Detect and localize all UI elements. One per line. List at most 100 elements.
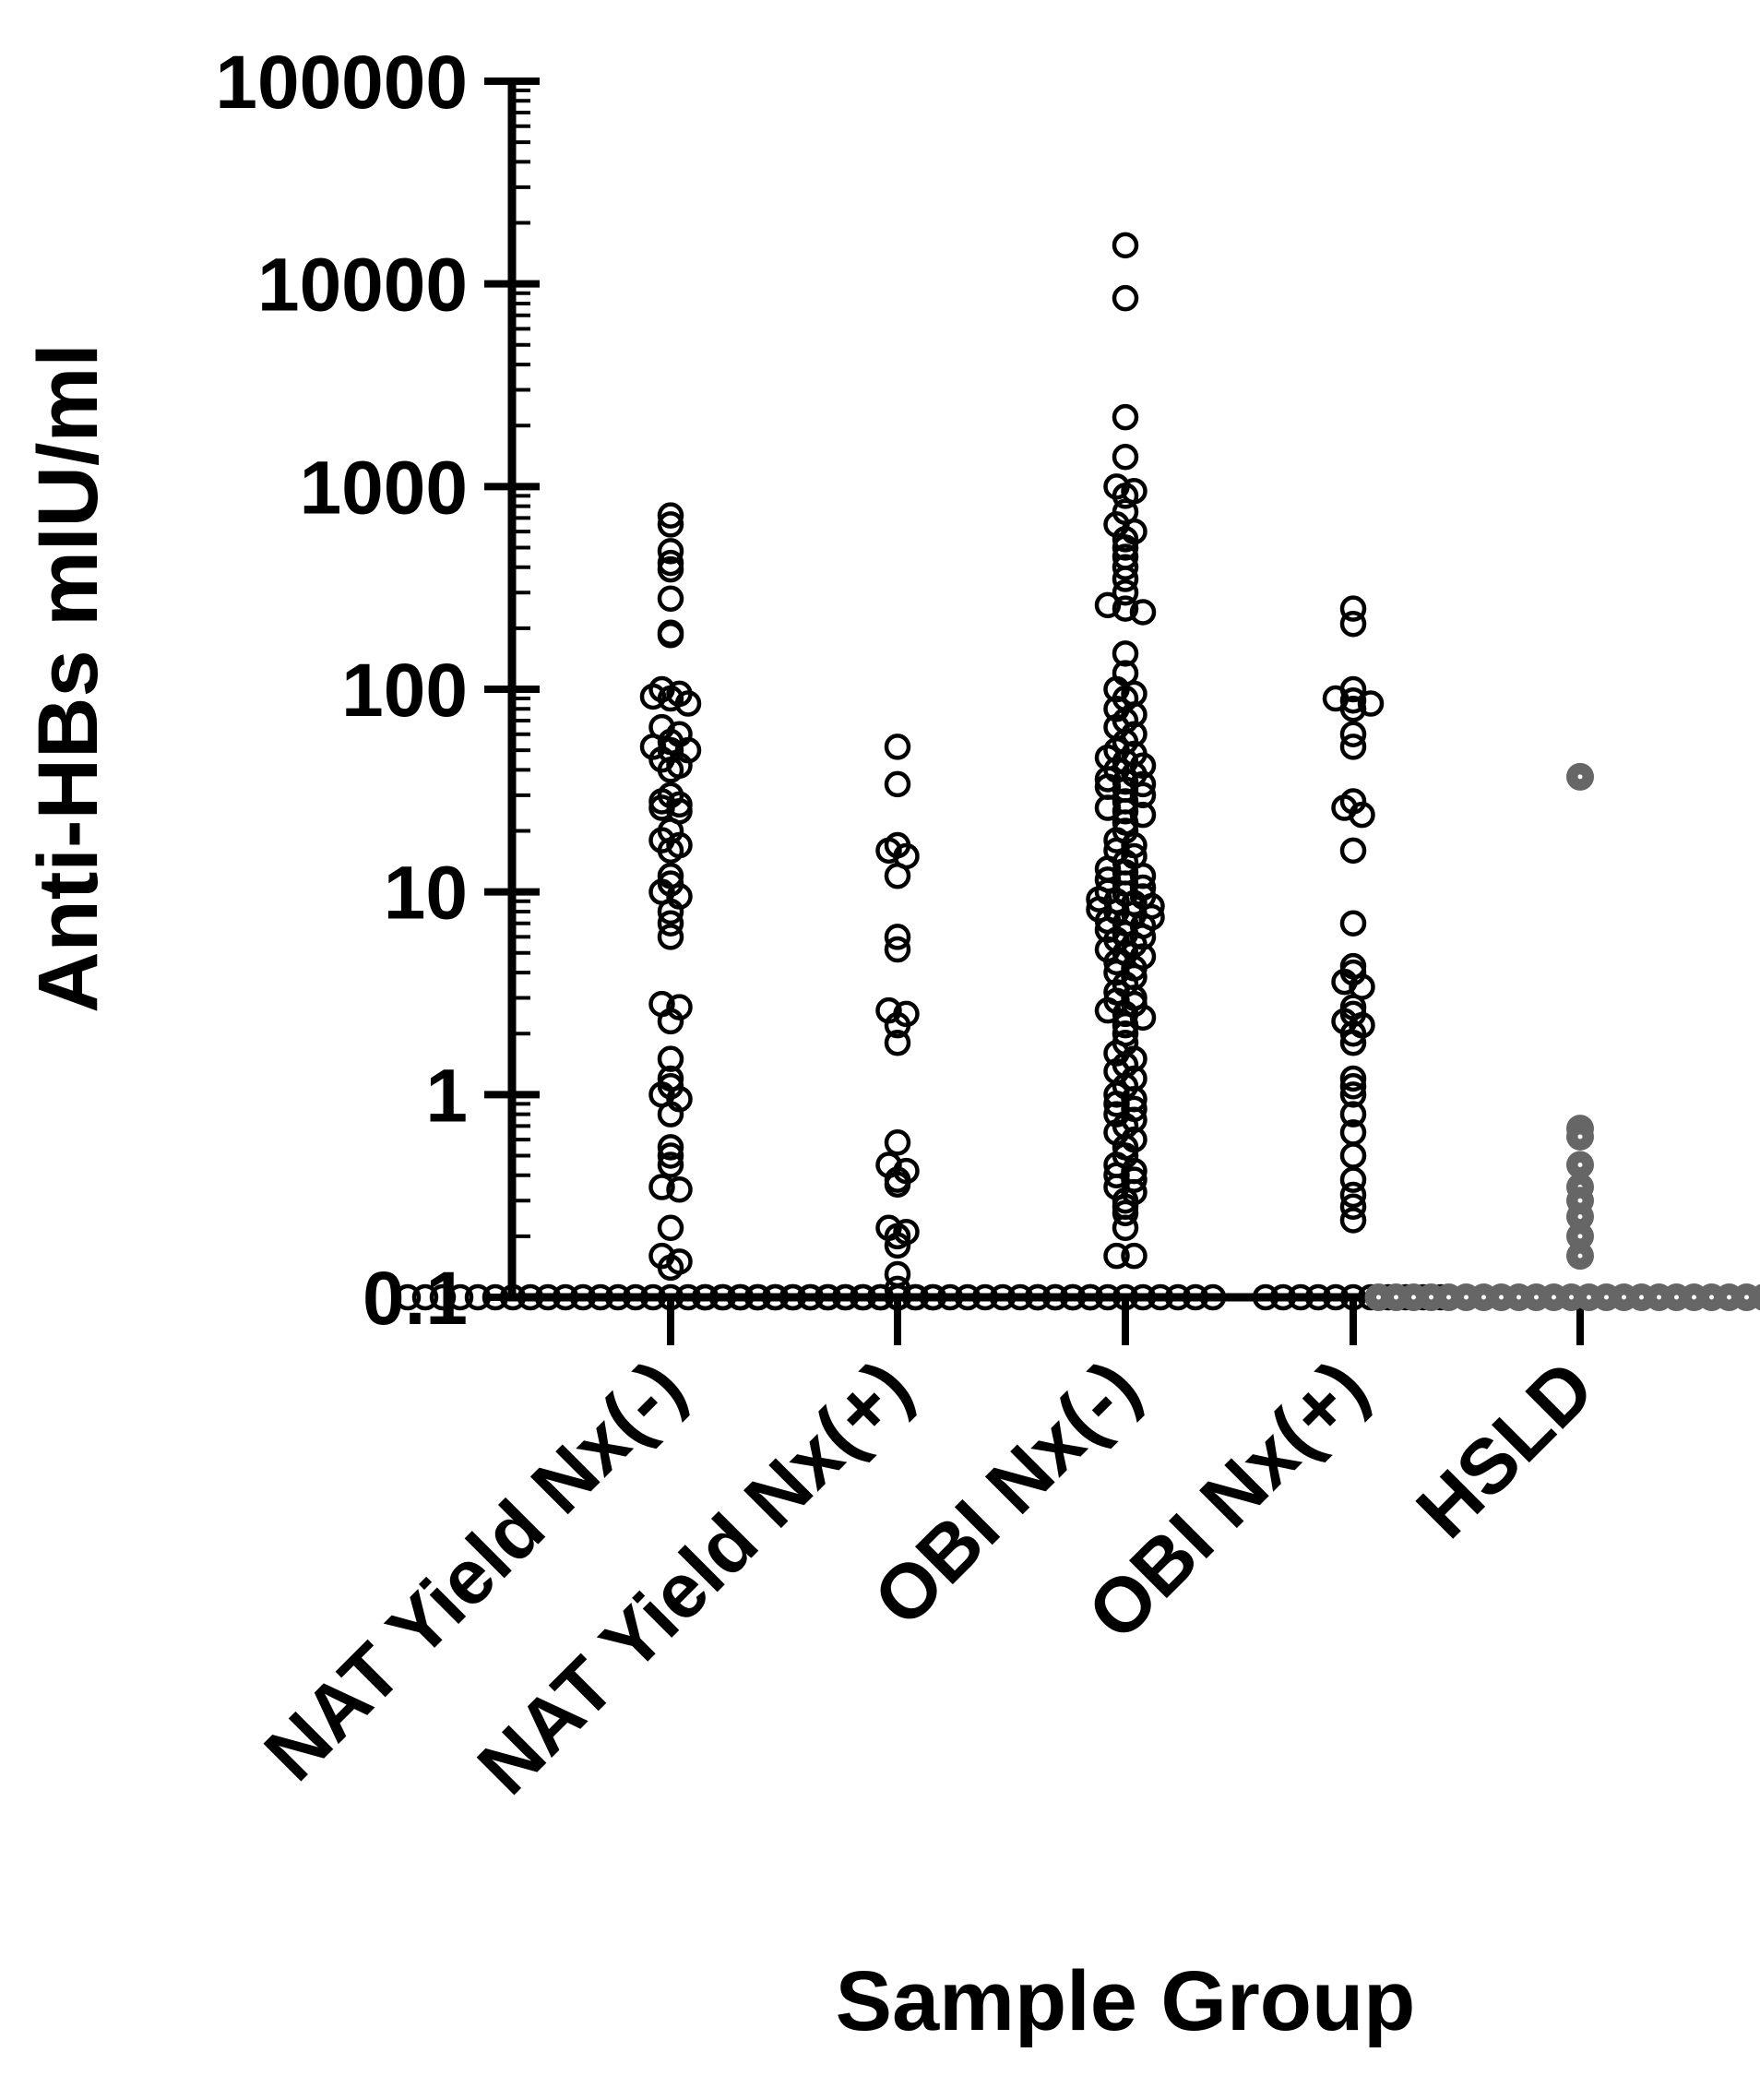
data-point-center	[1577, 1163, 1583, 1168]
data-point	[1287, 1283, 1314, 1311]
x-axis-title: Sample Group	[836, 1954, 1416, 2048]
data-point	[657, 555, 684, 583]
data-point	[1129, 599, 1157, 626]
data-point	[394, 1283, 422, 1311]
data-point	[1339, 1166, 1367, 1193]
data-point	[639, 683, 667, 710]
data-point	[761, 1283, 789, 1311]
data-point	[1339, 1101, 1367, 1128]
data-point	[884, 1030, 911, 1056]
data-point	[1112, 1000, 1139, 1028]
data-point	[1041, 1283, 1069, 1311]
data-point	[1304, 1283, 1332, 1311]
data-point	[866, 1283, 894, 1311]
data-point-center	[1411, 1295, 1416, 1300]
y-tick-label: 100	[341, 649, 468, 733]
data-point	[1112, 526, 1139, 553]
data-point	[657, 910, 684, 937]
data-point	[534, 1283, 562, 1311]
data-point	[657, 837, 684, 865]
data-point	[1339, 1283, 1367, 1311]
data-point-center	[1709, 1295, 1714, 1300]
data-point	[1112, 554, 1139, 580]
data-point	[1112, 640, 1139, 667]
data-point	[1164, 1283, 1192, 1311]
data-point	[622, 1283, 649, 1311]
data-point-center	[1481, 1295, 1486, 1300]
data-point	[1339, 1030, 1367, 1056]
data-point	[1112, 284, 1139, 312]
data-point	[657, 1101, 684, 1128]
data-point	[657, 622, 684, 649]
data-point	[1339, 610, 1367, 638]
data-point-center	[1577, 1253, 1583, 1259]
data-point-center	[1692, 1295, 1696, 1300]
data-point	[1103, 1091, 1130, 1117]
data-point	[1112, 1011, 1139, 1039]
data-point-center	[1744, 1295, 1749, 1300]
data-point	[657, 1214, 684, 1242]
data-point	[884, 924, 911, 950]
data-point	[708, 1283, 736, 1311]
data-point	[884, 1171, 911, 1199]
data-point	[648, 1174, 675, 1200]
data-point	[657, 1283, 684, 1311]
data-point	[743, 1283, 771, 1311]
data-point	[1112, 534, 1139, 561]
data-point	[954, 1283, 981, 1311]
data-point	[884, 863, 911, 889]
data-point	[569, 1283, 597, 1311]
data-point	[1112, 595, 1139, 622]
data-point	[884, 1232, 911, 1259]
data-point	[1252, 1283, 1279, 1311]
data-point	[517, 1283, 544, 1311]
data-point	[884, 1129, 911, 1156]
data-point	[604, 1283, 632, 1311]
data-point	[936, 1283, 964, 1311]
data-point	[1269, 1283, 1297, 1311]
data-point-center	[1577, 1234, 1583, 1239]
data-point-center	[1622, 1295, 1626, 1300]
data-point	[1112, 443, 1139, 471]
data-point	[1094, 996, 1122, 1024]
data-point	[674, 1283, 702, 1311]
data-point	[831, 1283, 859, 1311]
data-point	[1112, 566, 1139, 592]
data-point	[691, 1283, 719, 1311]
data-point	[657, 1142, 684, 1169]
data-point	[779, 1283, 806, 1311]
data-point-center	[1577, 1198, 1583, 1203]
data-point	[1339, 1020, 1367, 1047]
data-point	[1339, 721, 1367, 747]
data-point	[1129, 782, 1157, 809]
data-point	[657, 898, 684, 925]
data-point	[1112, 579, 1139, 606]
data-point	[1339, 910, 1367, 937]
y-tick-label: 10000	[257, 244, 468, 328]
data-point	[1094, 794, 1122, 821]
data-point-center	[1577, 1214, 1583, 1220]
data-point	[1750, 1283, 1760, 1311]
data-point	[1112, 1214, 1139, 1242]
data-point	[446, 1283, 474, 1311]
data-point	[796, 1283, 824, 1311]
data-point-center	[1429, 1295, 1433, 1300]
data-point	[674, 690, 702, 717]
data-point-center	[1577, 1134, 1583, 1139]
data-point	[1129, 770, 1157, 798]
data-point	[657, 585, 684, 613]
data-point-center	[1639, 1295, 1644, 1300]
data-point	[1086, 886, 1112, 913]
data-points	[394, 232, 1760, 1311]
data-point	[657, 757, 684, 783]
data-point	[1357, 690, 1385, 717]
data-point	[657, 1134, 684, 1161]
data-point	[1129, 1283, 1157, 1311]
data-point	[989, 1283, 1017, 1311]
data-point	[1112, 768, 1139, 795]
category-label: NAT Yield Nx(+)	[461, 1343, 928, 1810]
data-point	[1339, 1181, 1367, 1209]
data-point	[1339, 1207, 1367, 1234]
data-point	[1339, 1193, 1367, 1221]
data-point	[499, 1283, 527, 1311]
